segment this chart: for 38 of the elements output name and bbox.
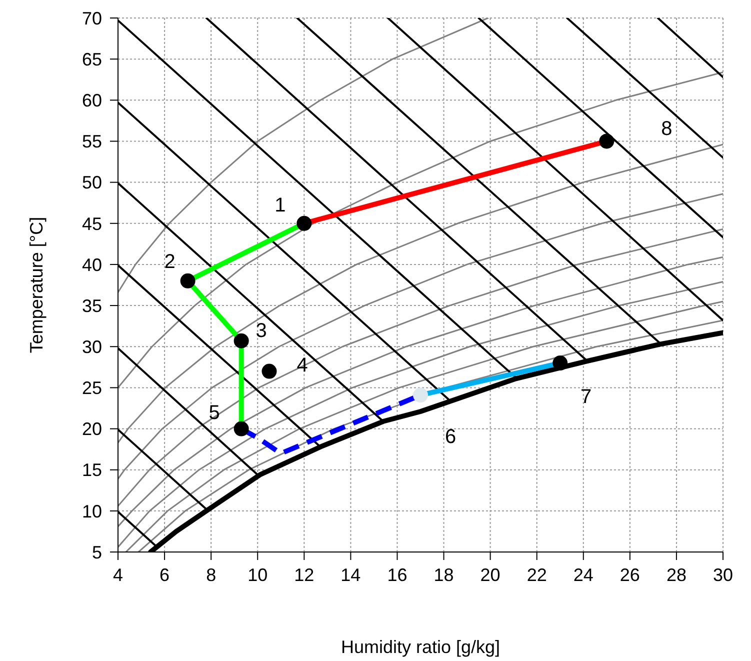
y-tick-label: 40: [82, 254, 102, 275]
x-tick-label: 14: [340, 564, 361, 585]
x-tick-label: 12: [294, 564, 314, 585]
x-tick-label: 4: [112, 564, 124, 585]
y-tick-label: 50: [82, 172, 102, 193]
y-tick-label: 15: [82, 460, 102, 480]
annotation: 5: [208, 402, 220, 424]
x-tick-label: 28: [666, 564, 686, 585]
x-tick-label: 10: [248, 564, 268, 585]
y-tick-label: 60: [82, 90, 102, 111]
y-tick-label: 20: [82, 419, 102, 440]
x-tick-label: 6: [160, 564, 170, 585]
annotation: 6: [444, 426, 456, 448]
y-tick-label: 65: [82, 49, 102, 70]
annotation: 3: [256, 320, 267, 342]
x-tick-label: 16: [387, 564, 408, 585]
x-tick-label: 24: [573, 564, 594, 585]
y-axis-title: Temperature [°C]: [26, 216, 46, 354]
y-tick-label: 70: [82, 8, 102, 28]
y-tick-label: 55: [82, 132, 102, 152]
annotation: 4: [296, 354, 308, 376]
annotation: 8: [661, 118, 672, 140]
annotation: 1: [274, 194, 286, 216]
x-tick-label: 18: [434, 564, 454, 585]
x-tick-label: 30: [712, 564, 734, 585]
x-tick-label: 20: [480, 564, 500, 585]
x-tick-label: 26: [620, 564, 640, 585]
y-tick-label: 10: [82, 501, 102, 522]
y-tick-label: 30: [82, 337, 102, 358]
y-tick-label: 45: [82, 214, 102, 234]
x-tick-label: 22: [526, 564, 547, 585]
annotation: 2: [164, 250, 176, 273]
y-tick-label: 35: [82, 296, 102, 316]
y-tick-label: 5: [92, 542, 102, 562]
x-tick-label: 8: [206, 564, 216, 585]
annotation: 7: [580, 386, 592, 408]
x-axis-title: Humidity ratio [g/kg]: [340, 637, 500, 657]
y-tick-label: 25: [82, 378, 102, 398]
